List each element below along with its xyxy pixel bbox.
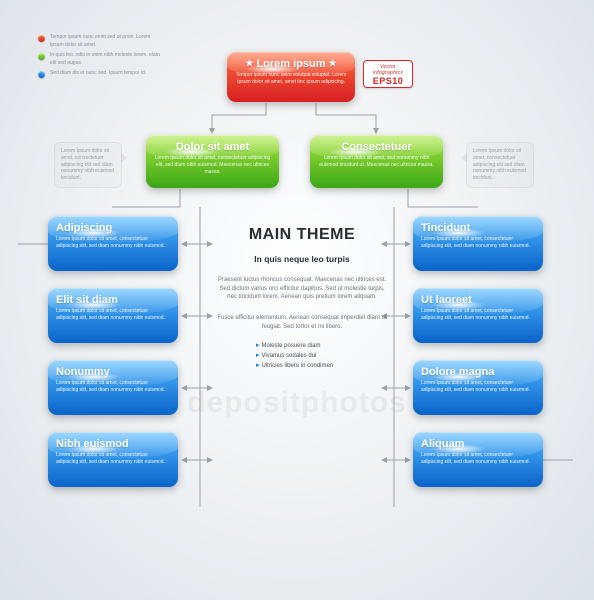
legend-row: In quis leo. odio in enim nibh moleste l… — [38, 52, 160, 67]
center-para-1: Praesent luctus rhoncus consequat. Maece… — [214, 276, 390, 302]
eps-line1: Vector infographics — [364, 64, 412, 76]
center-block: MAIN THEME In quis neque leo turpis Prae… — [214, 226, 390, 371]
legend: Tempor ipsum nunc enim sed at proin. Lor… — [38, 34, 160, 81]
legend-text: Sed diam dis et nunc sed. Ipsum tempor i… — [50, 70, 146, 78]
card-body: Lorem Ipsum dolor sit amet, consectetuer… — [56, 308, 170, 322]
card-body: Lorem Ipsum dolor sit amet, consectetuer… — [421, 452, 535, 466]
card-body: Lorem Ipsum dolor sit amet, consectetuer… — [421, 380, 535, 394]
star-icon: ★ — [242, 58, 256, 68]
card-title: Dolore magna — [421, 366, 535, 378]
callout-right: Lorem Ipsum dolor sit amet, consectetuer… — [466, 142, 534, 188]
legend-dot-icon — [38, 71, 45, 78]
left-col-card: Nonummy Lorem Ipsum dolor sit amet, conse… — [48, 360, 178, 415]
card-title: Nibh euismod — [56, 438, 170, 450]
callout-left: Lorem Ipsum dolor sit amet, consectetuer… — [54, 142, 122, 188]
eps-badge: Vector infographics EPS10 — [363, 60, 413, 88]
top-card-body: Tempor ipsum nunc enim volutpat voluptat… — [235, 72, 347, 86]
right-col-card: Ut laoreet Lorem Ipsum dolor sit amet, co… — [413, 288, 543, 343]
card-title: Tincidunt — [421, 222, 535, 234]
left-col-card: Elit sit diam Lorem Ipsum dolor sit amet,… — [48, 288, 178, 343]
bullet-item: Moleste posuere diam — [256, 341, 390, 349]
main-theme-title: MAIN THEME — [214, 226, 390, 244]
legend-row: Sed diam dis et nunc sed. Ipsum tempor i… — [38, 70, 160, 78]
right-col-card: Dolore magna Lorem Ipsum dolor sit amet, … — [413, 360, 543, 415]
card-body: Lorem Ipsum dolor sit amet, consectetuer… — [421, 308, 535, 322]
main-theme-sub: In quis neque leo turpis — [214, 254, 390, 264]
legend-dot-icon — [38, 53, 45, 60]
card-body: Lorem Ipsum dolor sit amet, consectetuer… — [56, 236, 170, 250]
card-title: Elit sit diam — [56, 294, 170, 306]
legend-dot-icon — [38, 35, 45, 42]
card-body: Lorem Ipsum dolor sit amet, consectetuer… — [56, 380, 170, 394]
mid-right-card: Consectetuer Lorem Ipsum dolor sit amet,… — [310, 135, 443, 188]
eps-line2: EPS10 — [364, 76, 412, 86]
center-bullets: Moleste posuere diam Vivamus sodales dui U… — [214, 341, 390, 369]
top-card-title: ★Lorem ipsum★ — [235, 58, 347, 70]
left-col-card: Adipiscing Lorem Ipsum dolor sit amet, co… — [48, 216, 178, 271]
card-body: Lorem Ipsum dolor sit amet, consectetuer… — [154, 155, 271, 175]
top-card: ★Lorem ipsum★ Tempor ipsum nunc enim vol… — [227, 52, 355, 102]
bullet-item: Vivamus sodales dui — [256, 351, 390, 359]
legend-text: Tempor ipsum nunc enim sed at proin. Lor… — [50, 34, 160, 49]
legend-text: In quis leo. odio in enim nibh moleste l… — [50, 52, 160, 67]
right-col-card: Tincidunt Lorem Ipsum dolor sit amet, con… — [413, 216, 543, 271]
card-title: Aliquam — [421, 438, 535, 450]
center-para-2: Fusce efficitur elementum. Aenean conseq… — [214, 314, 390, 331]
card-body: Lorem Ipsum dolor sit amet, consectetuer… — [56, 452, 170, 466]
card-title: Nonummy — [56, 366, 170, 378]
card-title: Consectetuer — [318, 141, 435, 153]
mid-left-card: Dolor sit amet Lorem Ipsum dolor sit ame… — [146, 135, 279, 188]
card-title: Ut laoreet — [421, 294, 535, 306]
card-title: Dolor sit amet — [154, 141, 271, 153]
legend-row: Tempor ipsum nunc enim sed at proin. Lor… — [38, 34, 160, 49]
card-body: Lorem Ipsum dolor sit amet, consectetuer… — [421, 236, 535, 250]
card-title: Adipiscing — [56, 222, 170, 234]
bullet-item: Ultricies libero in condimen — [256, 361, 390, 369]
card-body: Lorem Ipsum dolor sit amet, sed nonummy … — [318, 155, 435, 169]
star-icon: ★ — [326, 58, 340, 68]
right-col-card: Aliquam Lorem Ipsum dolor sit amet, conse… — [413, 432, 543, 487]
left-col-card: Nibh euismod Lorem Ipsum dolor sit amet, … — [48, 432, 178, 487]
